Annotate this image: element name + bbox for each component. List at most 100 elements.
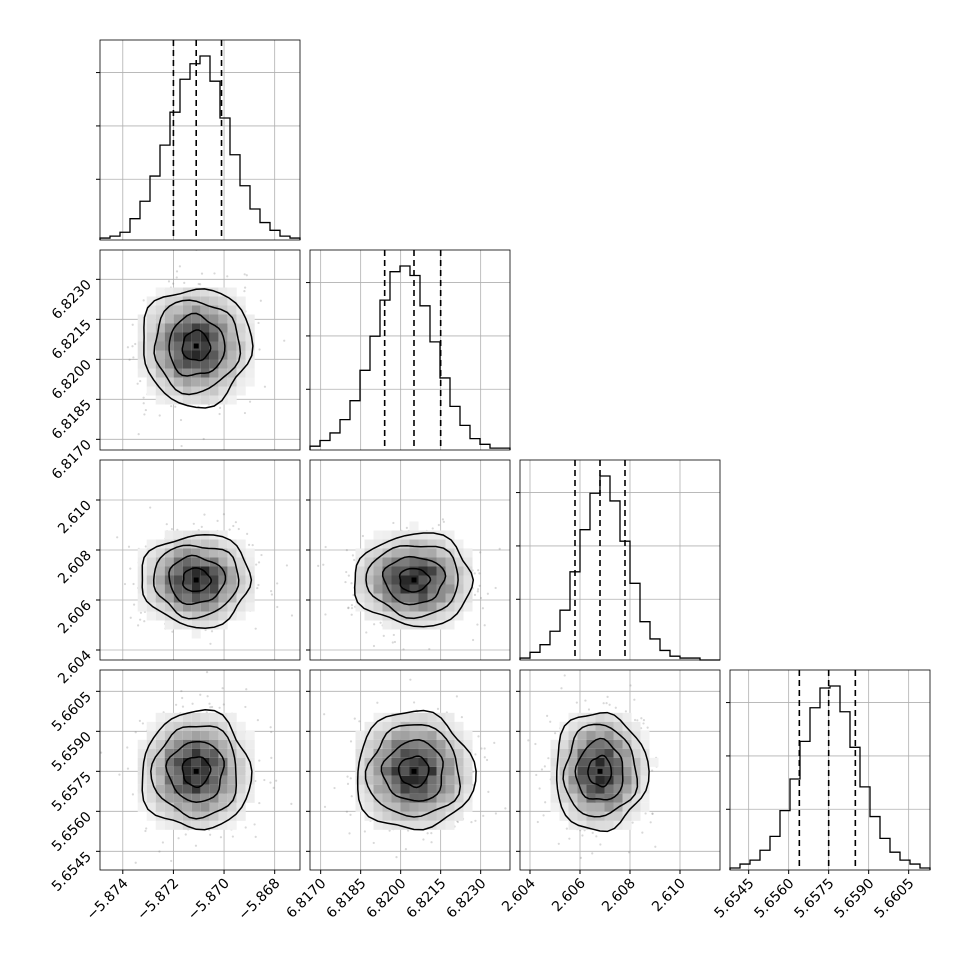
density-cell	[173, 811, 183, 821]
density-cell	[164, 305, 174, 315]
panel-frame	[309, 669, 511, 871]
hist-bar	[360, 370, 370, 450]
density-cell	[227, 323, 237, 333]
panel-frame	[729, 669, 931, 871]
scatter-point	[131, 345, 134, 348]
density-cell	[409, 712, 419, 722]
density-cell	[409, 530, 419, 540]
density-cell	[418, 739, 428, 749]
scatter-point	[474, 819, 477, 822]
density-cell	[236, 557, 246, 567]
density-cell	[445, 766, 455, 776]
hist-panel-0	[96, 39, 301, 241]
density-cell	[173, 784, 183, 794]
scatter-point	[372, 841, 375, 845]
density-cell	[245, 602, 255, 612]
density-cell	[218, 287, 228, 297]
density-cell	[550, 739, 560, 749]
density-cell	[245, 730, 255, 740]
density-cell	[164, 748, 174, 758]
scatter-point	[547, 757, 550, 760]
density-cell	[146, 350, 156, 360]
density-cell	[364, 739, 374, 749]
density-cell	[236, 386, 246, 396]
panel-frame	[99, 39, 301, 241]
density-cell	[209, 566, 219, 576]
density-cell	[436, 730, 446, 740]
density-cell	[373, 721, 383, 731]
density-cell	[218, 296, 228, 306]
density-cell	[191, 620, 201, 630]
density-cell	[173, 593, 183, 603]
scatter-point	[138, 719, 141, 723]
density-cell	[355, 748, 365, 758]
scatter-point	[372, 644, 376, 648]
density-cell	[209, 548, 219, 558]
scatter-point	[599, 843, 602, 846]
scatter-point	[563, 674, 566, 677]
density-cell	[436, 557, 446, 567]
density-cell	[155, 341, 165, 351]
density-cell	[155, 368, 165, 378]
density-cell	[200, 332, 210, 342]
hist-bar	[480, 444, 490, 450]
density-cell	[409, 775, 419, 785]
density-cell	[236, 611, 246, 621]
density-panel-3	[99, 669, 301, 871]
scatter-point	[409, 678, 412, 681]
density-cell	[164, 766, 174, 776]
density-cell	[182, 539, 192, 549]
density-cell	[445, 575, 455, 585]
density-cell	[236, 602, 246, 612]
density-cell	[427, 757, 437, 767]
density-cell	[209, 784, 219, 794]
scatter-point	[534, 742, 537, 746]
scatter-point	[641, 831, 644, 834]
density-cell	[418, 602, 428, 612]
scatter-point	[473, 593, 477, 596]
density-cell	[227, 793, 237, 803]
density-peak	[193, 577, 199, 583]
scatter-point	[470, 821, 473, 824]
density-cell	[209, 802, 219, 812]
density-cell	[164, 368, 174, 378]
density-cell	[236, 314, 246, 324]
density-cell	[373, 748, 383, 758]
density-cell	[245, 793, 255, 803]
density-cell	[613, 784, 623, 794]
density-cell	[400, 620, 410, 630]
density-cell	[191, 395, 201, 405]
density-cell	[391, 548, 401, 558]
scatter-point	[218, 406, 222, 410]
scatter-point	[471, 638, 475, 642]
density-cell	[236, 775, 246, 785]
scatter-point	[345, 549, 348, 552]
density-cell	[622, 793, 632, 803]
density-cell	[173, 395, 183, 405]
density-cell	[445, 539, 455, 549]
density-panel-2	[309, 459, 511, 661]
density-cell	[595, 784, 605, 794]
density-cell	[218, 739, 228, 749]
density-cell	[146, 296, 156, 306]
scatter-point	[213, 272, 216, 275]
density-cell	[568, 802, 578, 812]
density-cell	[146, 757, 156, 767]
density-cell	[227, 739, 237, 749]
density-cell	[200, 323, 210, 333]
scatter-point	[349, 813, 352, 816]
density-cell	[209, 296, 219, 306]
hist-bar	[130, 219, 140, 240]
scatter-point	[257, 561, 261, 564]
density-cell	[245, 593, 255, 603]
density-cell	[640, 775, 650, 785]
density-cell	[373, 739, 383, 749]
density-cell	[373, 557, 383, 567]
density-cell	[155, 548, 165, 558]
density-cell	[550, 793, 560, 803]
scatter-point	[633, 698, 636, 701]
density-cell	[559, 730, 569, 740]
density-cell	[155, 757, 165, 767]
density-cell	[382, 739, 392, 749]
density-cell	[164, 350, 174, 360]
